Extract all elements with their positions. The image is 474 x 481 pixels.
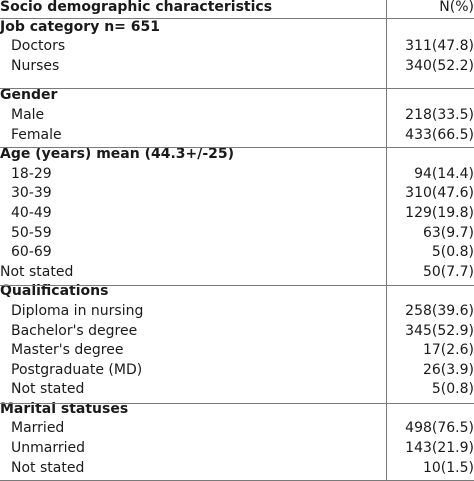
table-spacer (0, 76, 474, 86)
row-label: Job category n= 651 (0, 18, 160, 35)
table-section-heading: Marital statuses (0, 400, 474, 420)
table-section-heading: Job category n= 651 (0, 18, 474, 38)
row-label: Marital statuses (0, 400, 129, 417)
row-label: Not stated (11, 459, 85, 476)
table-row: Master's degree 17(2.6) (0, 341, 474, 361)
table-row: Not stated 50(7.7) (0, 263, 474, 283)
table-row: Doctors 311(47.8) (0, 37, 474, 57)
row-label: Male (11, 106, 45, 123)
row-value: 340(52.2) (405, 57, 474, 74)
row-label: Qualifications (0, 283, 109, 300)
row-label: Master's degree (11, 342, 124, 359)
row-value: 5(0.8) (431, 381, 474, 398)
row-value: 63(9.7) (422, 224, 474, 241)
table-row: Not stated 5(0.8) (0, 380, 474, 400)
row-value: 498(76.5) (405, 420, 474, 437)
row-label: Diploma in nursing (11, 302, 144, 319)
table-row: Female 433(66.5) (0, 126, 474, 146)
row-label: Female (11, 126, 62, 143)
section-rule-qualifications (0, 403, 474, 404)
table-section-heading: Qualifications (0, 282, 474, 302)
row-label: 30-39 (11, 185, 52, 202)
row-value: 143(21.9) (405, 440, 474, 457)
table-row: Male 218(33.5) (0, 106, 474, 126)
row-value: 5(0.8) (431, 244, 474, 261)
section-rule-gender (0, 147, 474, 148)
row-label: 18-29 (11, 165, 52, 182)
row-label: Married (11, 420, 65, 437)
row-value: 433(66.5) (405, 126, 474, 143)
row-value: 17(2.6) (422, 342, 474, 359)
row-label: Nurses (11, 57, 60, 74)
row-value: 94(14.4) (414, 165, 474, 182)
header-n-percent: N(%) (439, 0, 474, 15)
row-value: 311(47.8) (405, 38, 474, 55)
row-label: Postgraduate (MD) (11, 361, 143, 378)
row-value: 218(33.5) (405, 106, 474, 123)
table-row: 30-39 310(47.6) (0, 184, 474, 204)
table-body: Job category n= 651 Doctors 311(47.8) Nurse… (0, 18, 474, 479)
table-row: Unmarried 143(21.9) (0, 439, 474, 459)
table-row: 40-49 129(19.8) (0, 204, 474, 224)
row-label: Age (years) mean (44.3+/-25) (0, 146, 235, 163)
header-characteristics: Socio demographic characteristics (0, 0, 273, 15)
row-label: 50-59 (11, 224, 52, 241)
row-label: 40-49 (11, 204, 52, 221)
row-value: 10(1.5) (422, 459, 474, 476)
row-value: 310(47.6) (405, 185, 474, 202)
section-rule-job (0, 88, 474, 89)
row-value: 129(19.8) (405, 204, 474, 221)
header-rule (0, 18, 474, 19)
row-value: 50(7.7) (422, 263, 474, 280)
row-label: Bachelor's degree (11, 322, 138, 339)
row-value: 258(39.6) (405, 302, 474, 319)
table-row: Not stated 10(1.5) (0, 459, 474, 479)
row-label: Not stated (11, 381, 85, 398)
row-label: Unmarried (11, 440, 85, 457)
row-value: 345(52.9) (405, 322, 474, 339)
section-rule-age (0, 285, 474, 286)
table-section-heading: Gender (0, 86, 474, 106)
table-row: Married 498(76.5) (0, 419, 474, 439)
column-divider (386, 0, 387, 481)
table-row: 18-29 94(14.4) (0, 165, 474, 185)
table-row: Nurses 340(52.2) (0, 57, 474, 77)
row-value: 26(3.9) (422, 361, 474, 378)
table-row: 50-59 63(9.7) (0, 224, 474, 244)
table-row: Bachelor's degree 345(52.9) (0, 322, 474, 342)
table-section-heading: Age (years) mean (44.3+/-25) (0, 145, 474, 165)
table-header-row: Socio demographic characteristics N(%) (0, 0, 474, 18)
row-label: Not stated (0, 263, 74, 280)
row-label: 60-69 (11, 244, 52, 261)
table-row: Postgraduate (MD) 26(3.9) (0, 361, 474, 381)
row-label: Doctors (11, 38, 66, 55)
row-label: Gender (0, 87, 58, 104)
table-row: Diploma in nursing 258(39.6) (0, 302, 474, 322)
table-row: 60-69 5(0.8) (0, 243, 474, 263)
